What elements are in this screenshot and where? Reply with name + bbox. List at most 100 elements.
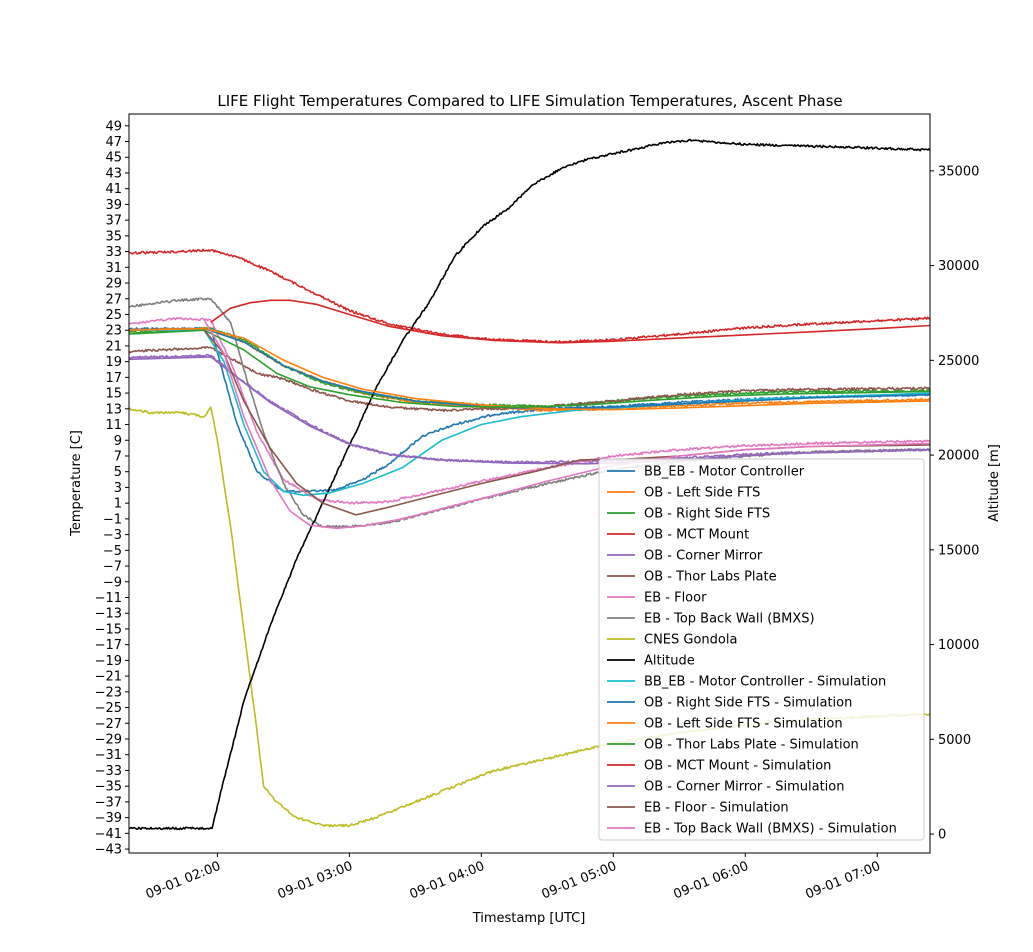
y-tick-label: 25 [105,308,122,323]
left-axis: 4947454341393735333129272523211917151311… [95,119,129,858]
y2-tick-label: 30000 [938,259,979,274]
y-tick-label: 9 [114,434,122,449]
series-line-3 [129,248,930,344]
y2-tick-label: 0 [938,828,946,843]
legend-label: OB - Left Side FTS - Simulation [644,717,843,732]
y-tick-label: 17 [105,371,122,386]
y2-tick-label: 35000 [938,164,979,179]
y-tick-label: 41 [105,182,122,197]
legend-label: EB - Floor [644,591,707,606]
legend-label: OB - Thor Labs Plate - Simulation [644,738,859,753]
y-tick-label: 7 [114,449,122,464]
legend-label: OB - Corner Mirror [644,549,763,564]
y-tick-label: −11 [95,591,122,606]
plot-frame [128,113,931,854]
y-tick-label: 31 [105,261,122,276]
y-tick-label: −9 [103,575,122,590]
legend-box [598,458,925,841]
legend-label: BB_EB - Motor Controller [644,465,805,480]
y-tick-label: −25 [95,701,122,716]
y-tick-label: −29 [95,733,122,748]
y-tick-label: −13 [95,607,122,622]
x-tick-label: 09-01 04:00 [408,859,487,903]
legend-label: OB - Left Side FTS [644,486,760,501]
y-tick-label: −17 [95,638,122,653]
series-line-12 [129,327,930,411]
legend-label: EB - Top Back Wall (BMXS) [644,612,815,627]
y-tick-label: −1 [103,512,122,527]
x-tick-label: 09-01 05:00 [540,859,619,903]
series-line-11 [129,327,930,410]
bottom-axis: 09-01 02:00 09-01 03:00 09-01 04:00 09-01 0… [144,853,883,902]
legend-label: OB - Right Side FTS - Simulation [644,696,852,711]
y-tick-label: −3 [103,528,122,543]
y2-tick-label: 10000 [938,638,979,653]
y-tick-label: −19 [95,654,122,669]
y-tick-label: 23 [105,324,122,339]
y-tick-label: 45 [105,151,122,166]
y2-tick-label: 15000 [938,543,979,558]
y2-axis-label: Altitude [m] [987,444,1002,522]
y-tick-label: 27 [105,292,122,307]
legend-label: OB - MCT Mount - Simulation [644,759,831,774]
series-line-15 [129,356,930,465]
x-axis-label: Timestamp [UTC] [472,911,586,926]
y-tick-label: 1 [114,497,122,512]
y-tick-label: −7 [103,560,122,575]
y-tick-label: −35 [95,780,122,795]
y-tick-label: 37 [105,214,122,229]
y-tick-label: 47 [105,135,122,150]
y-tick-label: −5 [103,544,122,559]
y2-tick-label: 20000 [938,449,979,464]
y-tick-label: −27 [95,717,122,732]
y-tick-label: 11 [105,418,122,433]
y-tick-label: 13 [105,402,122,417]
x-tick-label: 09-01 06:00 [672,859,751,903]
y-tick-label: 39 [105,198,122,213]
legend-label: OB - MCT Mount [644,528,749,543]
y-tick-label: −37 [95,795,122,810]
y-tick-label: −21 [95,670,122,685]
y-tick-label: 21 [105,339,122,354]
y2-tick-label: 5000 [938,733,971,748]
legend-label: OB - Corner Mirror - Simulation [644,780,844,795]
y-tick-label: 3 [114,481,122,496]
y-tick-label: 35 [105,229,122,244]
legend-label: Altitude [644,654,695,669]
series-line-6 [129,316,930,505]
series-line-17 [203,319,930,530]
series-line-13 [129,329,930,409]
right-axis: 0 5000 10000 15000 20000 25000 30000 35000 [930,164,979,843]
y-tick-label: −41 [95,827,122,842]
y-tick-label: −31 [95,748,122,763]
series-line-9 [129,138,930,831]
legend: BB_EB - Motor Controller OB - Left Side F… [598,458,925,841]
legend-label: EB - Top Back Wall (BMXS) - Simulation [644,822,897,837]
series-line-14 [210,299,930,344]
y-tick-label: 33 [105,245,122,260]
y-tick-label: 29 [105,277,122,292]
legend-label: OB - Thor Labs Plate [644,570,777,585]
series-line-2 [129,327,930,409]
y-tick-label: −43 [95,843,122,858]
y-tick-label: 43 [105,166,122,181]
y-tick-label: 49 [105,119,122,134]
plot-series [129,138,930,831]
x-tick-label: 09-01 03:00 [276,859,355,903]
chart-title: LIFE Flight Temperatures Compared to LIF… [217,92,842,110]
y-tick-label: 5 [114,465,122,480]
x-tick-label: 09-01 07:00 [803,859,882,903]
y-tick-label: 19 [105,355,122,370]
y-tick-label: 15 [105,387,122,402]
y-tick-label: −33 [95,764,122,779]
y2-tick-label: 25000 [938,354,979,369]
y-tick-label: −39 [95,811,122,826]
legend-label: EB - Floor - Simulation [644,801,789,816]
x-tick-label: 09-01 02:00 [144,859,223,903]
y-axis-label: Temperature [C] [69,430,84,537]
legend-label: CNES Gondola [644,633,737,648]
legend-label: BB_EB - Motor Controller - Simulation [644,675,886,690]
y-tick-label: −15 [95,622,122,637]
y-tick-label: −23 [95,685,122,700]
